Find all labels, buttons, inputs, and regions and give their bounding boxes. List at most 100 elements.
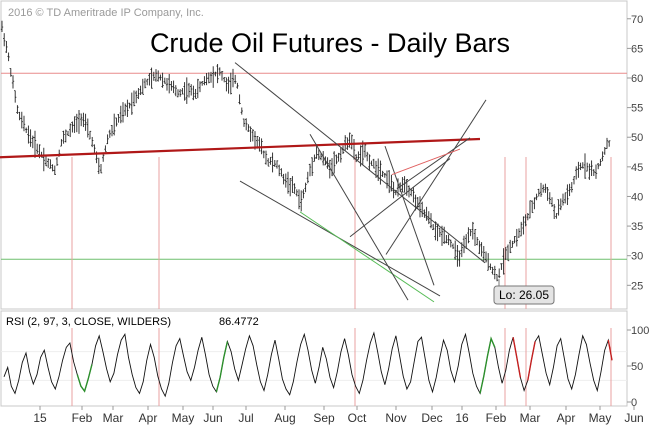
price-bar bbox=[361, 140, 364, 165]
price-bar bbox=[295, 189, 298, 197]
price-bar bbox=[245, 118, 248, 131]
price-bar bbox=[102, 154, 105, 162]
price-bar bbox=[355, 154, 358, 163]
price-bar bbox=[99, 163, 103, 174]
price-bar bbox=[579, 162, 582, 171]
price-bar bbox=[275, 160, 279, 169]
price-bar bbox=[449, 239, 452, 248]
rsi-highlight-segment bbox=[527, 341, 536, 381]
price-bar bbox=[476, 237, 479, 246]
price-bar bbox=[381, 170, 384, 178]
price-y-tick-label: 35 bbox=[631, 221, 643, 233]
price-bar bbox=[533, 197, 536, 210]
price-bar bbox=[271, 152, 274, 173]
rsi-y-tick-label: 50 bbox=[631, 361, 643, 373]
price-bar bbox=[416, 197, 419, 209]
price-bar bbox=[163, 77, 166, 84]
price-bar bbox=[154, 69, 158, 82]
price-bar bbox=[469, 229, 472, 237]
price-bar bbox=[137, 88, 140, 100]
x-axis-label: Apr bbox=[139, 411, 158, 425]
rsi-y-tick-label: 100 bbox=[631, 325, 649, 337]
price-bar bbox=[284, 173, 287, 188]
price-bar bbox=[581, 162, 584, 169]
price-y-tick-label: 45 bbox=[631, 162, 643, 174]
x-axis-label: May bbox=[172, 411, 195, 425]
price-bar bbox=[350, 134, 353, 150]
price-bar bbox=[480, 242, 483, 257]
price-bar bbox=[231, 68, 235, 88]
x-axis-label: Jun bbox=[203, 411, 222, 425]
price-bar bbox=[458, 250, 461, 267]
price-bar bbox=[297, 189, 301, 210]
copyright-text: 2016 © TD Ameritrade IP Company, Inc. bbox=[8, 7, 204, 19]
trendline bbox=[349, 158, 451, 238]
price-bar bbox=[220, 71, 224, 81]
price-bar bbox=[429, 213, 433, 229]
price-bar bbox=[282, 173, 285, 185]
price-bar bbox=[526, 212, 529, 221]
price-bar bbox=[328, 159, 331, 179]
price-bar bbox=[9, 68, 12, 77]
price-bar bbox=[348, 132, 351, 148]
price-bar bbox=[128, 102, 131, 109]
price-bar bbox=[25, 127, 28, 134]
price-bar bbox=[528, 200, 532, 219]
rsi-last-value: 86.4772 bbox=[219, 316, 259, 328]
price-bar bbox=[489, 263, 492, 270]
price-bar bbox=[432, 224, 435, 231]
price-bar bbox=[513, 236, 516, 244]
price-bar bbox=[106, 134, 109, 145]
price-bar bbox=[88, 130, 92, 140]
price-bar bbox=[201, 81, 204, 86]
price-bar bbox=[491, 266, 494, 275]
price-bar bbox=[594, 164, 598, 179]
price-bar bbox=[317, 149, 320, 161]
price-y-tick-label: 65 bbox=[631, 43, 643, 55]
price-bar bbox=[174, 85, 177, 97]
price-bar bbox=[60, 139, 63, 147]
price-panel-frame bbox=[0, 0, 628, 310]
price-bar bbox=[159, 74, 162, 81]
price-bar bbox=[313, 154, 316, 162]
price-bar bbox=[291, 176, 294, 193]
price-bar bbox=[251, 129, 254, 142]
price-bar bbox=[69, 123, 72, 138]
x-axis-label: Mar bbox=[520, 411, 541, 425]
price-bar bbox=[179, 89, 182, 97]
trendline bbox=[396, 137, 471, 190]
price-bar bbox=[520, 221, 523, 237]
price-bar bbox=[357, 151, 360, 160]
x-axis-label: 16 bbox=[455, 411, 469, 425]
price-bar bbox=[605, 137, 609, 149]
price-bar bbox=[55, 157, 59, 166]
price-bar bbox=[577, 161, 580, 178]
price-bar bbox=[502, 248, 505, 275]
price-bar bbox=[278, 164, 281, 177]
price-bar bbox=[451, 243, 455, 249]
price-bar bbox=[18, 111, 21, 121]
price-bar bbox=[240, 107, 243, 115]
price-bar bbox=[388, 170, 391, 194]
price-bar bbox=[379, 160, 382, 185]
price-bar bbox=[590, 160, 593, 176]
price-bar bbox=[108, 129, 111, 138]
x-axis-label: Jun bbox=[624, 411, 643, 425]
price-bar bbox=[509, 239, 512, 254]
price-bar bbox=[436, 223, 439, 242]
price-bar bbox=[601, 151, 604, 162]
price-bar bbox=[236, 82, 239, 89]
price-bar bbox=[385, 170, 389, 189]
x-axis-label: Feb bbox=[486, 411, 507, 425]
price-bar bbox=[49, 159, 52, 169]
price-bar bbox=[27, 125, 30, 144]
price-y-tick-label: 70 bbox=[631, 14, 643, 26]
x-axis-label: Nov bbox=[385, 411, 406, 425]
price-bar bbox=[80, 113, 83, 127]
trendline bbox=[384, 145, 435, 286]
price-bar bbox=[14, 90, 17, 103]
rsi-highlight-segment bbox=[512, 337, 522, 378]
price-bar bbox=[198, 81, 202, 93]
price-bar bbox=[84, 113, 87, 131]
price-bar bbox=[53, 165, 56, 175]
